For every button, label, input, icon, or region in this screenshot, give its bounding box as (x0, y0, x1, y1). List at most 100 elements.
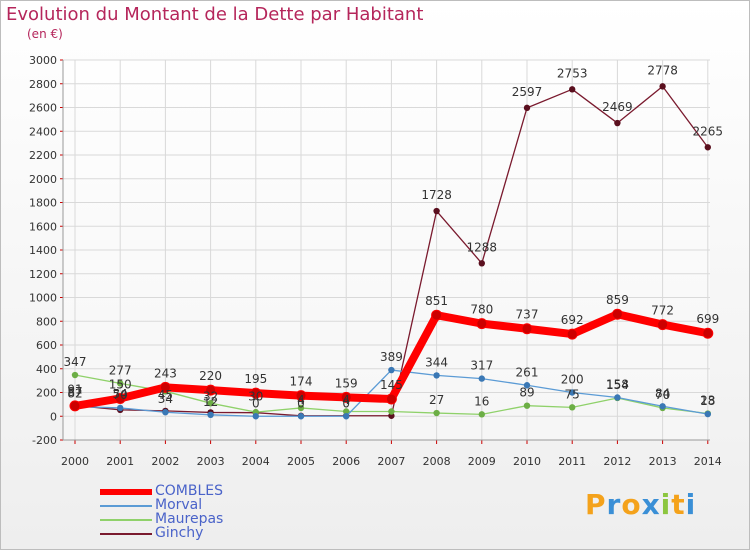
y-tick-label: 2000 (29, 173, 57, 186)
x-tick-label: 2010 (513, 455, 541, 468)
data-point-ginchy (704, 144, 711, 151)
data-label-ginchy: 2778 (647, 63, 678, 77)
y-tick-label: 1400 (29, 244, 57, 257)
data-label-ginchy: 2469 (602, 100, 633, 114)
data-label-combles: 220 (199, 369, 222, 383)
data-point-combles (340, 391, 352, 403)
data-point-combles (566, 328, 578, 340)
logo-letter: x (641, 488, 661, 521)
y-tick-label: 200 (36, 387, 57, 400)
data-label-combles: 772 (651, 304, 674, 318)
x-tick-label: 2014 (694, 455, 722, 468)
x-tick-label: 2012 (603, 455, 631, 468)
data-point-morval (297, 413, 305, 420)
data-point-maurepas (117, 380, 124, 387)
x-tick-label: 2013 (649, 455, 677, 468)
data-label-ginchy: 1728 (421, 188, 452, 202)
data-label-combles: 145 (380, 378, 403, 392)
data-point-ginchy (614, 119, 621, 127)
data-point-combles (431, 309, 443, 321)
y-tick-label: 2200 (29, 149, 57, 162)
x-tick-label: 2001 (106, 455, 134, 468)
data-point-morval (162, 409, 169, 416)
y-tick-label: 0 (50, 410, 57, 423)
y-tick-label: 1000 (29, 292, 57, 305)
data-point-morval (117, 404, 124, 412)
data-point-maurepas (297, 404, 305, 412)
data-point-morval (433, 372, 440, 379)
data-label-ginchy: 30 (248, 390, 263, 404)
data-label-morval: 0 (252, 396, 260, 410)
logo-letter: t (671, 488, 686, 521)
data-label-morval: 82 (67, 387, 82, 401)
data-label-combles: 859 (606, 293, 629, 307)
data-label-morval: 158 (606, 377, 629, 391)
logo-letter: P (585, 488, 607, 521)
x-tick-label: 2008 (423, 455, 451, 468)
data-label-combles: 174 (290, 375, 313, 389)
chart-title: Evolution du Montant de la Dette par Hab… (6, 4, 424, 25)
data-label-combles: 243 (154, 366, 177, 380)
data-label-combles: 737 (516, 308, 539, 322)
y-tick-label: 1200 (29, 268, 57, 281)
data-label-combles: 699 (696, 312, 719, 326)
y-tick-label: 1800 (29, 197, 57, 210)
x-tick-label: 2000 (61, 455, 89, 468)
logo-letter: r (606, 488, 622, 521)
data-point-maurepas (478, 411, 485, 418)
logo-letter: i (660, 488, 672, 521)
data-label-maurepas: 23 (700, 394, 715, 408)
data-label-morval: 18 (700, 394, 715, 408)
data-point-combles (702, 327, 714, 339)
legend-label-ginchy: Ginchy (155, 525, 204, 541)
x-tick-label: 2007 (377, 455, 405, 468)
data-point-morval (614, 394, 621, 401)
data-point-combles (295, 390, 307, 402)
data-label-morval: 84 (655, 386, 670, 400)
y-tick-label: 2800 (29, 78, 57, 91)
data-label-morval: 344 (425, 355, 448, 369)
data-label-ginchy: 32 (203, 389, 218, 403)
data-point-combles (114, 392, 126, 404)
data-label-ginchy: 45 (158, 388, 173, 402)
data-label-maurepas: 277 (109, 363, 132, 377)
data-point-morval (659, 403, 666, 410)
data-point-ginchy (478, 260, 485, 267)
data-point-morval (252, 413, 259, 420)
legend-swatch-maurepas (100, 519, 152, 521)
data-label-maurepas: 16 (474, 394, 489, 408)
x-tick-label: 2004 (242, 455, 270, 468)
data-point-ginchy (569, 86, 576, 93)
y-tick-label: 1600 (29, 220, 57, 233)
data-point-maurepas (71, 371, 79, 379)
data-label-morval: 317 (470, 359, 493, 373)
data-point-combles (69, 400, 81, 412)
data-label-ginchy: 91 (67, 382, 82, 396)
data-label-morval: 200 (561, 373, 584, 387)
logo-letter: o (621, 488, 642, 521)
data-label-ginchy: 54 (113, 387, 128, 401)
y-tick-label: -200 (32, 434, 57, 447)
data-point-maurepas (207, 399, 214, 407)
data-label-morval: 0 (342, 396, 350, 410)
data-label-morval: 34 (158, 392, 173, 406)
logo-letter: i (685, 488, 697, 521)
data-label-ginchy: 2597 (512, 85, 543, 99)
data-point-combles (476, 318, 488, 330)
data-point-combles (250, 387, 262, 399)
data-label-combles: 692 (561, 313, 584, 327)
y-tick-label: 600 (36, 339, 57, 352)
data-label-maurepas: 75 (565, 387, 580, 401)
x-tick-label: 2006 (332, 455, 360, 468)
data-label-ginchy: 1288 (467, 240, 498, 254)
legend-swatch-combles (100, 489, 152, 495)
data-label-ginchy: 2265 (693, 124, 724, 138)
data-point-morval (523, 382, 531, 389)
data-point-combles (159, 381, 171, 393)
data-point-morval (704, 410, 711, 418)
x-tick-label: 2002 (151, 455, 179, 468)
data-point-morval (207, 411, 214, 419)
data-label-maurepas: 347 (64, 355, 87, 369)
